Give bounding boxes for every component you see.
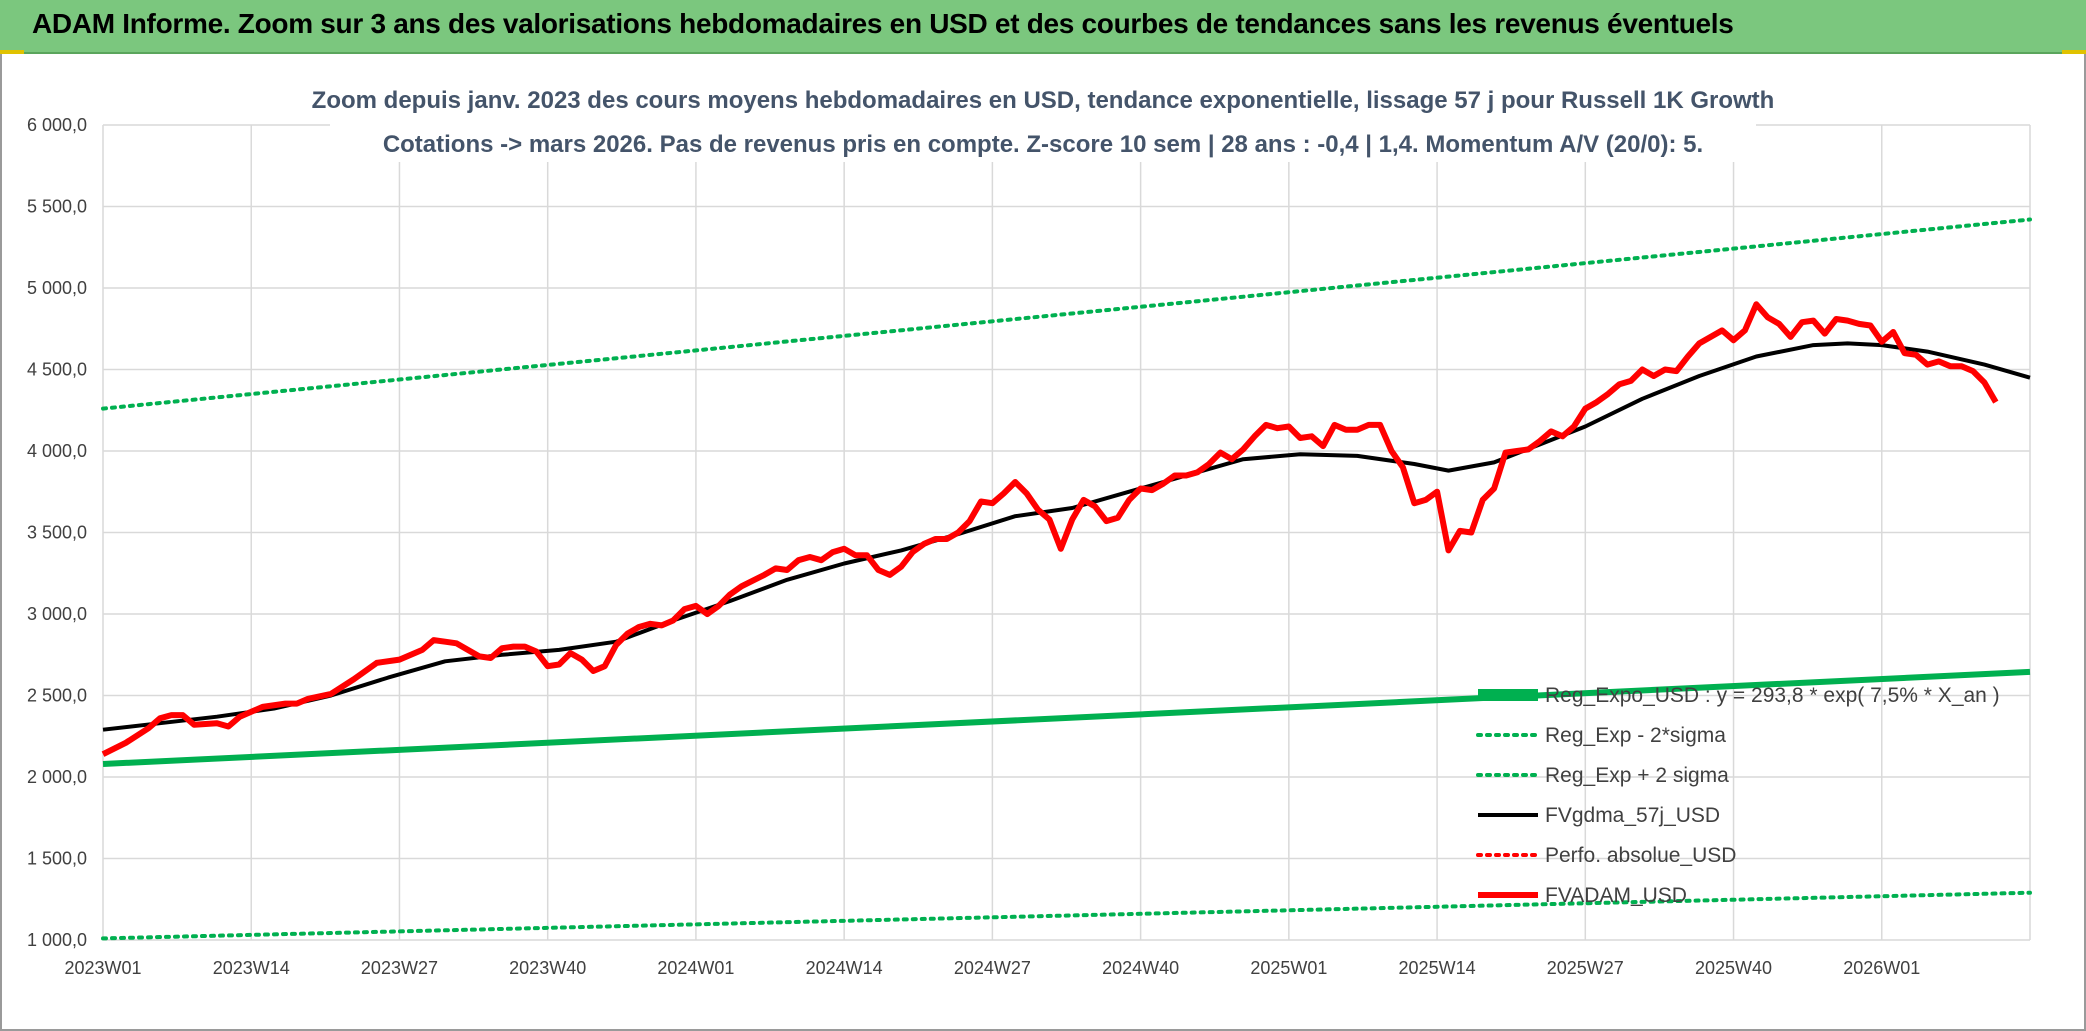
x-tick-label: 2025W27: [1547, 958, 1624, 978]
y-tick-label: 5 500,0: [27, 197, 87, 217]
series-lines: [101, 217, 2032, 941]
y-axis-ticks: 1 000,0 1 500,0 2 000,0 2 500,0 3 000,0 3 500…: [27, 115, 87, 950]
y-tick-label: 2 000,0: [27, 767, 87, 787]
y-tick-label: 3 000,0: [27, 604, 87, 624]
legend-label-5: FVADAM_USD: [1545, 884, 1687, 907]
y-tick-label: 2 500,0: [27, 686, 87, 706]
x-tick-label: 2025W40: [1695, 958, 1772, 978]
series-line-5: [101, 301, 1999, 757]
legend-label-1: Reg_Exp - 2*sigma: [1545, 724, 1726, 747]
x-tick-label: 2024W14: [806, 958, 883, 978]
x-tick-label: 2023W40: [509, 958, 586, 978]
x-tick-label: 2025W01: [1250, 958, 1327, 978]
y-tick-label: 4 500,0: [27, 360, 87, 380]
series-line-2: [101, 217, 2032, 411]
y-tick-label: 1 000,0: [27, 930, 87, 950]
x-tick-label: 2023W27: [361, 958, 438, 978]
title-banner: ADAM Informe. Zoom sur 3 ans des valoris…: [0, 0, 2086, 54]
series-line-3: [102, 341, 2031, 732]
chart-title-line-1: Zoom depuis janv. 2023 des cours moyens …: [312, 87, 1775, 114]
y-tick-label: 6 000,0: [27, 115, 87, 135]
x-tick-label: 2024W27: [954, 958, 1031, 978]
x-tick-label: 2026W01: [1843, 958, 1920, 978]
subtitle-backdrop: [330, 82, 1756, 162]
legend-label-0: Reg_Expo_USD : y = 293,8 * exp( 7,5% * X…: [1545, 684, 2000, 707]
x-tick-label: 2024W01: [657, 958, 734, 978]
chart-title-line-2: Cotations -> mars 2026. Pas de revenus p…: [383, 131, 1703, 158]
x-axis-ticks: 2023W01 2023W14 2023W27 2023W40 2024W01 2024W…: [64, 958, 1920, 978]
legend-label-4: Perfo. absolue_USD: [1545, 844, 1736, 867]
y-tick-label: 5 000,0: [27, 278, 87, 298]
x-tick-label: 2025W14: [1399, 958, 1476, 978]
series-line-0: [102, 668, 2031, 767]
legend: Reg_Expo_USD : y = 293,8 * exp( 7,5% * X…: [1476, 684, 2000, 907]
banner-accent-left: [0, 50, 24, 54]
banner-accent-right: [2062, 50, 2086, 54]
series-line-1: [101, 890, 2032, 941]
x-tick-label: 2023W14: [213, 958, 290, 978]
legend-label-3: FVgdma_57j_USD: [1545, 804, 1720, 827]
y-tick-label: 3 500,0: [27, 523, 87, 543]
banner-title: ADAM Informe. Zoom sur 3 ans des valoris…: [32, 8, 1734, 39]
legend-label-2: Reg_Exp + 2 sigma: [1545, 764, 1729, 787]
y-tick-label: 4 000,0: [27, 441, 87, 461]
x-tick-label: 2024W40: [1102, 958, 1179, 978]
x-tick-label: 2023W01: [64, 958, 141, 978]
y-tick-label: 1 500,0: [27, 849, 87, 869]
